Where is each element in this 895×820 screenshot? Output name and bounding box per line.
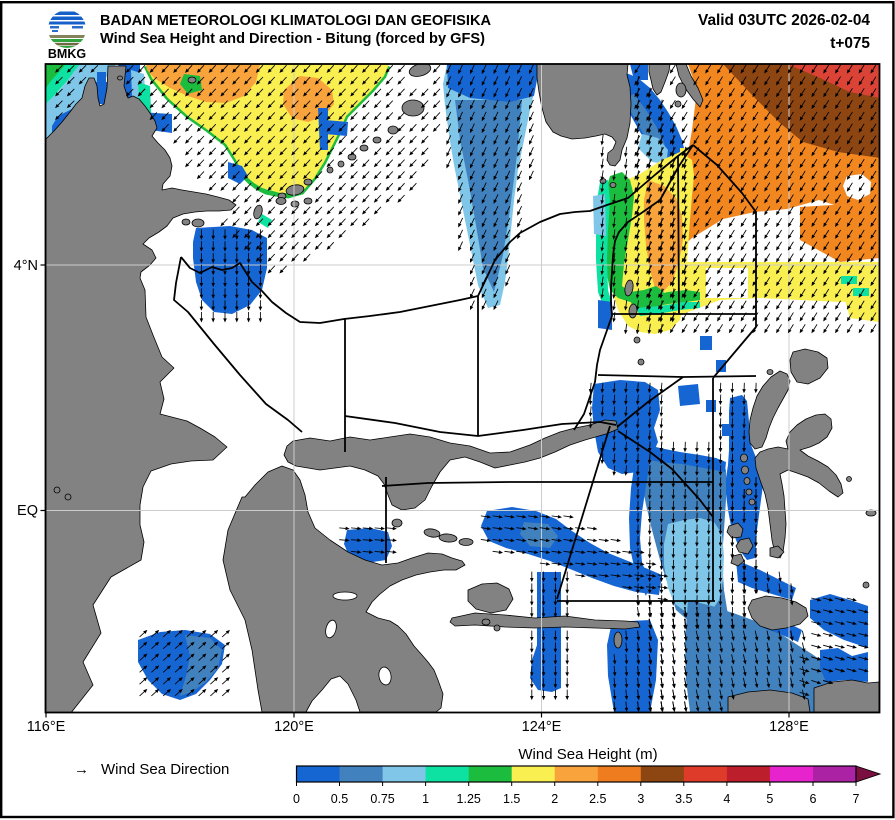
svg-text:0.5: 0.5: [331, 792, 348, 806]
svg-text:5: 5: [766, 792, 773, 806]
svg-text:1.5: 1.5: [503, 792, 520, 806]
svg-text:Wind Sea Height and Direction: Wind Sea Height and Direction - Bitung (…: [100, 31, 485, 47]
svg-text:Wind Sea Height (m): Wind Sea Height (m): [518, 746, 657, 763]
svg-text:Valid 03UTC 2026-02-04: Valid 03UTC 2026-02-04: [698, 12, 870, 29]
svg-text:Wind Sea Direction: Wind Sea Direction: [101, 761, 229, 778]
svg-text:128°E: 128°E: [769, 719, 809, 735]
svg-text:BADAN METEOROLOGI KLIMATOLOGI: BADAN METEOROLOGI KLIMATOLOGI DAN GEOFIS…: [100, 13, 492, 29]
svg-text:124°E: 124°E: [522, 719, 562, 735]
svg-text:0.75: 0.75: [370, 792, 394, 806]
svg-text:6: 6: [810, 792, 817, 806]
svg-text:4: 4: [723, 792, 730, 806]
svg-text:1.25: 1.25: [457, 792, 481, 806]
svg-text:4°N: 4°N: [14, 258, 38, 274]
svg-text:2: 2: [551, 792, 558, 806]
svg-text:t+075: t+075: [830, 35, 870, 52]
svg-text:0: 0: [293, 792, 300, 806]
svg-text:3: 3: [637, 792, 644, 806]
svg-text:1: 1: [422, 792, 429, 806]
svg-text:7: 7: [853, 792, 860, 806]
svg-text:EQ: EQ: [17, 503, 38, 519]
svg-text:2.5: 2.5: [589, 792, 606, 806]
svg-text:116°E: 116°E: [27, 719, 66, 735]
svg-text:BMKG: BMKG: [48, 47, 86, 61]
svg-text:120°E: 120°E: [274, 719, 314, 735]
svg-text:3.5: 3.5: [675, 792, 692, 806]
svg-text:→: →: [74, 761, 89, 778]
